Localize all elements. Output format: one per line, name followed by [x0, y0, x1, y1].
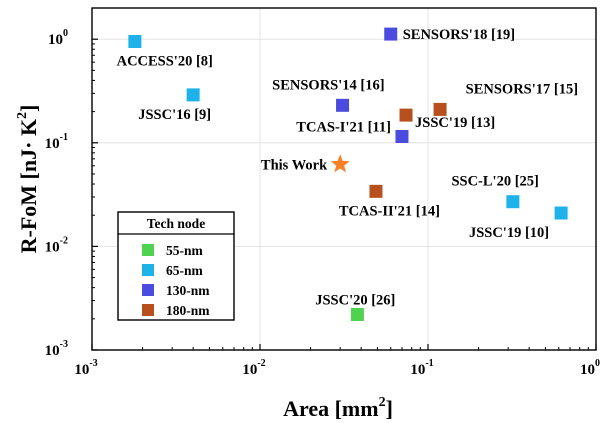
y-tick-label: 100: [48, 28, 68, 48]
y-tick-label: 10-1: [45, 132, 68, 152]
y-axis-title: R-FoM [nJ· K2]: [15, 105, 41, 254]
data-point-label: ACCESS'20 [8]: [117, 53, 213, 69]
axis-labels: 10-3 10-2 10-1 100 10-3 10-2 10-1 100 Area [mm2]…: [15, 28, 600, 421]
x-tick-label: 10-3: [74, 358, 97, 378]
data-points: ACCESS'20 [8] JSSC'16 [9] SENSORS'18 [19] S…: [117, 27, 578, 322]
legend: Tech node 55-nm 65-nm 130-nm 180-nm: [117, 211, 235, 321]
x-tick-label: 100: [580, 358, 600, 378]
data-point-label: JSSC'20 [26]: [315, 293, 395, 309]
data-point-label: TCAS-I'21 [11]: [296, 120, 391, 136]
data-point-label: This Work: [261, 157, 328, 173]
x-tick-label: 10-1: [410, 358, 433, 378]
data-point-label: JSSC'16 [9]: [138, 107, 211, 123]
y-tick-label: 10-2: [45, 235, 68, 255]
data-point-marker: [186, 88, 200, 102]
legend-swatch: [142, 244, 154, 256]
x-axis-title: Area [mm2]: [283, 395, 393, 421]
data-point-label: JSSC'19 [10]: [469, 225, 549, 241]
data-point-marker: [399, 108, 413, 122]
x-tick-label: 10-2: [242, 358, 265, 378]
data-point-marker: [433, 102, 447, 116]
legend-swatch: [142, 284, 154, 296]
legend-entry-label: 65-nm: [166, 263, 204, 278]
data-point-label: TCAS-II'21 [14]: [339, 203, 440, 219]
y-tick-label: 10-3: [45, 339, 68, 359]
data-point-label: SSC-L'20 [25]: [451, 174, 538, 190]
axis-ticks: [91, 38, 597, 351]
data-point-marker: [384, 27, 398, 41]
data-point-label: SENSORS'14 [16]: [272, 77, 384, 93]
legend-entry-label: 130-nm: [166, 283, 210, 298]
legend-swatch: [142, 264, 154, 276]
data-point-label: JSSC'19 [13]: [415, 115, 495, 131]
plot-frame: [91, 7, 597, 351]
data-point-marker: [506, 195, 520, 209]
data-point-label: SENSORS'17 [15]: [466, 81, 578, 97]
data-point-marker: [350, 308, 364, 322]
legend-entry-label: 180-nm: [166, 303, 210, 318]
data-point-marker: [554, 206, 568, 220]
legend-swatch: [142, 304, 154, 316]
this-work-star-marker: [330, 154, 350, 173]
legend-entry-label: 55-nm: [166, 243, 204, 258]
data-point-label: SENSORS'18 [19]: [403, 27, 515, 43]
legend-box: [117, 211, 235, 321]
data-point-marker: [369, 184, 383, 198]
legend-title: Tech node: [147, 216, 205, 231]
data-point-marker: [128, 34, 142, 48]
data-point-marker: [395, 130, 409, 144]
data-point-marker: [336, 98, 350, 112]
